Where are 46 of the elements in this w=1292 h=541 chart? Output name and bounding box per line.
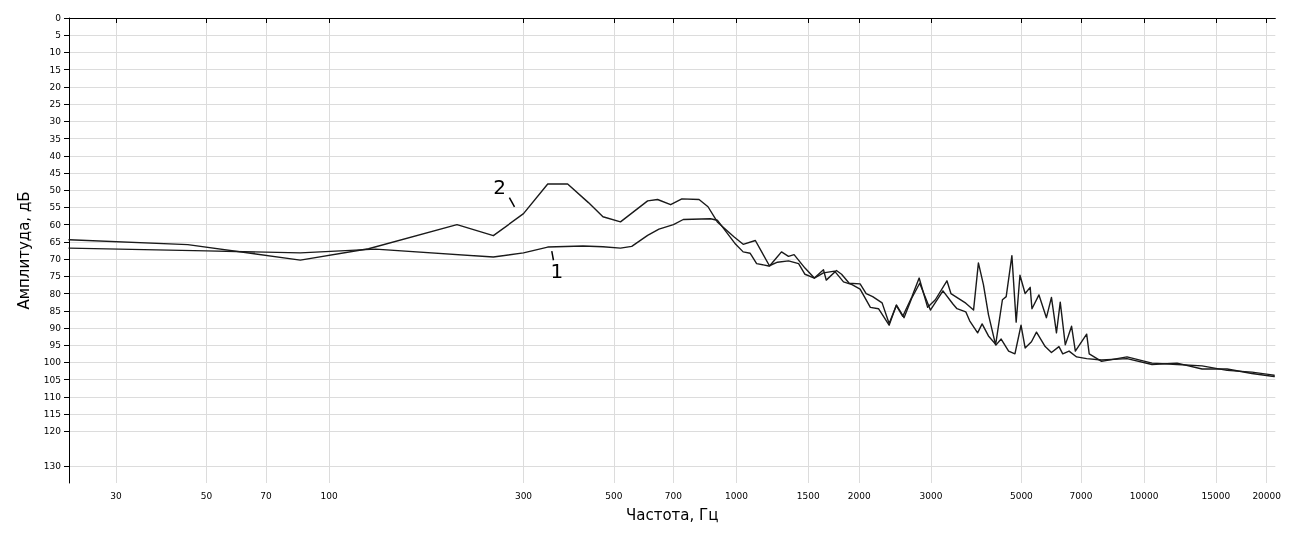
x-tick-label: 30 bbox=[110, 490, 123, 501]
annotation: 2 bbox=[493, 174, 506, 199]
y-tick-label: 10 bbox=[49, 47, 62, 58]
y-tick-label: 115 bbox=[43, 409, 61, 420]
y-tick-label: 70 bbox=[49, 254, 62, 265]
y-tick-label: 65 bbox=[49, 236, 61, 247]
x-axis-title: Частота, Гц bbox=[625, 505, 719, 524]
y-tick-label: 15 bbox=[49, 64, 61, 75]
x-tick-label: 700 bbox=[664, 490, 683, 501]
x-tick-label: 70 bbox=[260, 490, 272, 501]
y-tick-label: 45 bbox=[49, 168, 61, 178]
y-tick-label: 60 bbox=[49, 219, 62, 230]
y-tick-label: 80 bbox=[49, 288, 62, 299]
y-tick-label: 85 bbox=[49, 305, 61, 316]
y-tick-label: 40 bbox=[49, 150, 62, 161]
y-tick-label: 0 bbox=[55, 13, 62, 23]
y-tick-label: 35 bbox=[49, 133, 61, 144]
x-tick-label: 20000 bbox=[1252, 490, 1282, 501]
x-tick-label: 10000 bbox=[1129, 490, 1159, 501]
y-tick-label: 110 bbox=[43, 391, 62, 402]
x-tick-label: 100 bbox=[320, 490, 338, 501]
y-tick-label: 20 bbox=[49, 81, 62, 92]
x-tick-label: 2000 bbox=[847, 490, 871, 501]
y-tick-label: 90 bbox=[49, 323, 62, 333]
y-tick-label: 105 bbox=[43, 374, 61, 385]
x-tick-label: 300 bbox=[514, 490, 533, 501]
y-tick-label: 55 bbox=[49, 202, 61, 213]
x-tick-label: 7000 bbox=[1069, 490, 1093, 501]
y-axis-title: Амплитуда, дБ bbox=[14, 191, 33, 310]
x-tick-label: 500 bbox=[605, 490, 623, 501]
y-tick-label: 5 bbox=[55, 30, 61, 41]
x-tick-label: 50 bbox=[200, 490, 213, 501]
x-tick-label: 1000 bbox=[725, 490, 749, 501]
y-tick-label: 30 bbox=[49, 116, 62, 127]
y-tick-label: 75 bbox=[49, 271, 61, 282]
y-tick-label: 120 bbox=[43, 426, 62, 437]
y-tick-label: 25 bbox=[49, 99, 61, 110]
x-tick-label: 1500 bbox=[796, 490, 821, 501]
x-tick-label: 15000 bbox=[1201, 490, 1231, 501]
annotation: 1 bbox=[550, 259, 564, 284]
x-tick-label: 5000 bbox=[1009, 490, 1034, 501]
y-tick-label: 50 bbox=[49, 185, 62, 196]
x-tick-label: 3000 bbox=[919, 490, 943, 501]
y-tick-label: 100 bbox=[43, 357, 62, 368]
y-tick-label: 95 bbox=[49, 340, 61, 351]
y-tick-label: 130 bbox=[43, 460, 62, 471]
